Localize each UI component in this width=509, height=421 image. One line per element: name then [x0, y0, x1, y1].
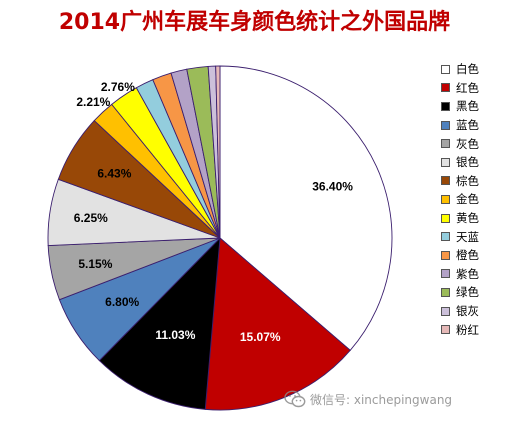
legend-item-9: 黄色: [441, 209, 509, 228]
legend-swatch: [441, 176, 450, 186]
legend-label: 白色: [456, 62, 479, 77]
legend-swatch: [441, 120, 450, 130]
legend-label: 黑色: [456, 99, 479, 114]
legend-swatch: [441, 194, 450, 204]
legend-label: 黄色: [456, 211, 479, 226]
legend-swatch: [441, 250, 450, 260]
legend-item-2: 红色: [441, 79, 509, 98]
pie-labels: 36.40% 15.07% 11.03% 6.80% 5.15% 6.25% 6.43% 2.…: [74, 80, 353, 344]
legend-label: 蓝色: [456, 118, 479, 133]
slice-label-9: 2.76%: [101, 80, 135, 94]
legend-label: 银色: [456, 155, 479, 170]
chart-title: 2014广州车展车身颜色统计之外国品牌: [58, 10, 451, 35]
legend-label: 金色: [456, 192, 479, 207]
legend-label: 天蓝: [456, 229, 479, 244]
legend-item-3: 黑色: [441, 97, 509, 116]
legend-item-11: 橙色: [441, 246, 509, 265]
pie-slices: [47, 65, 393, 411]
slice-label-1: 36.40%: [312, 179, 353, 193]
legend-item-8: 金色: [441, 190, 509, 209]
legend-label: 灰色: [456, 136, 479, 151]
legend-swatch: [441, 269, 450, 279]
slice-label-4: 6.80%: [105, 295, 139, 309]
watermark-text: 微信号: xinchepingwang: [310, 392, 453, 407]
legend-swatch: [441, 232, 450, 242]
legend-item-7: 棕色: [441, 172, 509, 191]
legend-item-1: 白色: [441, 60, 509, 79]
slice-label-8: 2.21%: [76, 95, 110, 109]
legend-swatch: [441, 139, 450, 149]
legend-swatch: [441, 213, 450, 223]
legend-swatch: [441, 64, 450, 74]
slice-label-3: 11.03%: [155, 328, 195, 342]
pie-slice-1: [219, 65, 393, 351]
legend-label: 橙色: [456, 248, 479, 263]
pie-slice-15: [215, 65, 221, 239]
legend-item-6: 银色: [441, 153, 509, 172]
slice-label-2: 15.07%: [240, 330, 281, 344]
pie-slice-3: [98, 236, 221, 410]
slice-label-5: 5.15%: [78, 257, 112, 271]
legend-item-13: 绿色: [441, 283, 509, 302]
slice-label-6: 6.25%: [74, 211, 108, 225]
slice-label-7: 6.43%: [97, 166, 131, 180]
legend-swatch: [441, 101, 450, 111]
legend-label: 绿色: [456, 285, 479, 300]
legend-label: 棕色: [456, 173, 479, 188]
legend-label: 粉红: [456, 322, 479, 337]
watermark: 微信号: xinchepingwang: [284, 390, 452, 408]
wechat-icon: [284, 390, 306, 408]
legend-item-5: 灰色: [441, 134, 509, 153]
legend-swatch: [441, 157, 450, 167]
legend-label: 银灰: [456, 304, 479, 319]
legend-label: 紫色: [456, 266, 479, 281]
legend-item-14: 银灰: [441, 302, 509, 321]
legend-item-12: 紫色: [441, 265, 509, 284]
legend-item-10: 天蓝: [441, 227, 509, 246]
legend-swatch: [441, 306, 450, 316]
legend-item-4: 蓝色: [441, 116, 509, 135]
legend-label: 红色: [456, 80, 479, 95]
legend: 白色红色黑色蓝色灰色银色棕色金色黄色天蓝橙色紫色绿色银灰粉红: [441, 60, 509, 339]
legend-swatch: [441, 287, 450, 297]
legend-swatch: [441, 325, 450, 335]
legend-item-15: 粉红: [441, 320, 509, 339]
legend-swatch: [441, 83, 450, 93]
